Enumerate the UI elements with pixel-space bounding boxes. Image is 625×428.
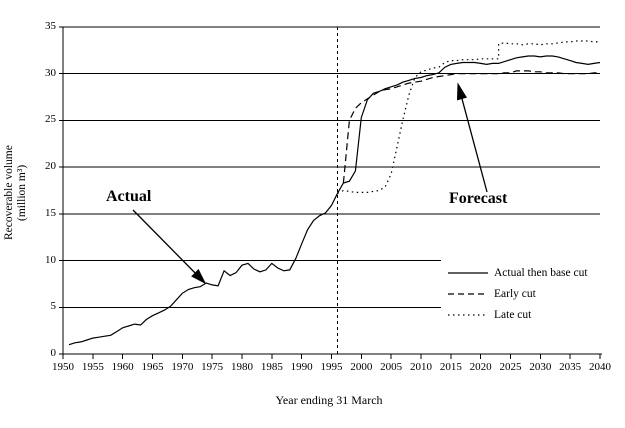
y-tick-label: 25 (45, 113, 56, 126)
x-tick-label: 1965 (141, 361, 164, 373)
legend-line-dashed-icon (448, 292, 488, 295)
y-tick-label: 30 (45, 66, 56, 79)
actual-arrow-head-icon (191, 268, 207, 285)
y-tick-label: 15 (45, 206, 56, 219)
x-tick-label: 1950 (52, 361, 74, 373)
x-tick-label: 1975 (201, 361, 224, 373)
actual-arrow (132, 209, 198, 275)
legend-label-late-cut: Late cut (494, 308, 532, 321)
series-actual-then-base-cut (68, 55, 601, 346)
legend-item-late-cut: Late cut (441, 304, 617, 325)
x-tick-label: 2010 (410, 361, 432, 373)
x-tick-label: 1970 (171, 361, 194, 373)
forecast-arrow (460, 96, 488, 193)
y-tick-label: 20 (45, 160, 56, 173)
x-tick-label: 2040 (589, 361, 611, 373)
x-tick-label: 1995 (320, 361, 343, 373)
legend: Actual then base cut Early cut Late cut (441, 255, 617, 333)
y-tick-label: 0 (50, 347, 57, 359)
annotation-forecast: Forecast (449, 190, 508, 207)
x-tick-label: 2025 (499, 361, 522, 373)
y-tick-label: 5 (50, 300, 57, 313)
legend-label-actual-then-base-cut: Actual then base cut (494, 266, 588, 279)
x-tick-label: 2005 (380, 361, 403, 373)
y-axis-title-line1: Recoverable volume (3, 145, 15, 241)
y-axis-title: Recoverable volume (million m³) (3, 88, 29, 298)
legend-item-actual-then-base-cut: Actual then base cut (441, 262, 617, 283)
y-tick-label: 10 (45, 253, 56, 266)
x-tick-label: 1955 (81, 361, 104, 373)
x-tick-label: 2020 (469, 361, 492, 373)
y-axis-title-line2: (million m³) (16, 164, 28, 222)
annotation-actual: Actual (106, 188, 152, 205)
x-tick-label: 2035 (559, 361, 582, 373)
forecast-arrow-head-icon (456, 82, 467, 101)
series-late-cut (337, 40, 600, 194)
x-tick-label: 2030 (529, 361, 552, 373)
x-tick-label: 1980 (231, 361, 253, 373)
x-tick-label: 2000 (350, 361, 373, 373)
x-tick-label: 1960 (111, 361, 134, 373)
x-axis-title: Year ending 31 March (275, 393, 383, 407)
legend-line-dotted-icon (448, 313, 488, 316)
legend-line-solid-icon (448, 271, 488, 274)
y-tick-label: 35 (45, 20, 56, 32)
x-tick-label: 1990 (290, 361, 313, 373)
series-early-cut (342, 70, 600, 184)
legend-item-early-cut: Early cut (441, 283, 617, 304)
legend-label-early-cut: Early cut (494, 287, 536, 300)
x-tick-label: 1985 (260, 361, 283, 373)
x-tick-label: 2015 (439, 361, 462, 373)
